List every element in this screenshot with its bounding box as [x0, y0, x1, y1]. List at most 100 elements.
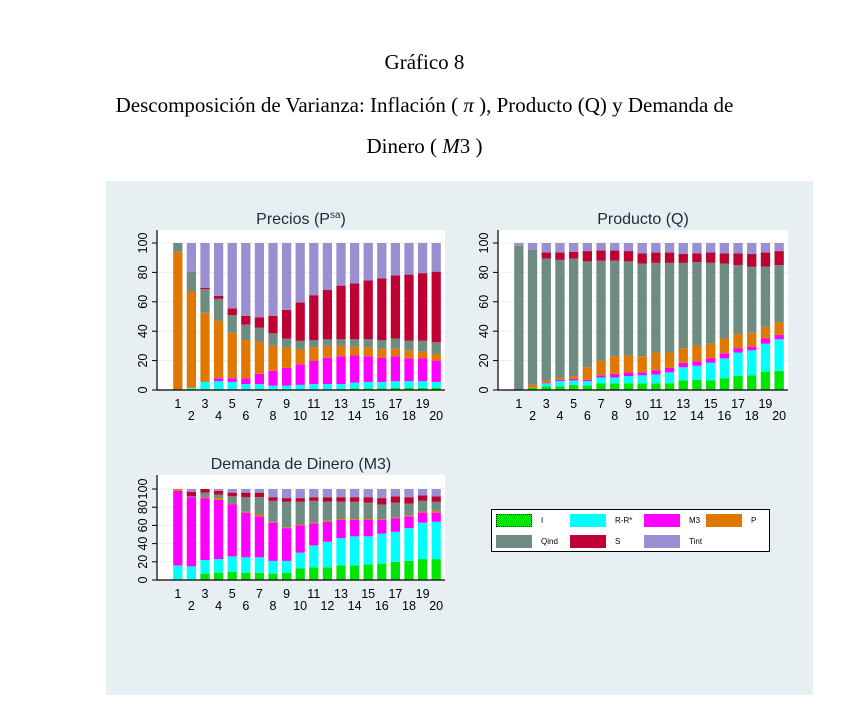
- bar-segment-s: [213, 490, 224, 495]
- bar-segment-tint: [596, 243, 606, 251]
- title-part: ), Producto (Q) y Demanda de: [479, 93, 734, 117]
- bar-segment-tint: [349, 243, 360, 284]
- x-tick-label: 17: [731, 397, 745, 411]
- legend-swatch: [706, 513, 742, 527]
- bar-segment-m3: [227, 378, 237, 382]
- bar-segment-rr: [377, 381, 387, 389]
- bar-segment-rr: [747, 350, 757, 376]
- bar-segment-m3: [431, 512, 441, 522]
- legend: I R-R* M3 P Qind S Tint: [491, 509, 770, 552]
- bar-segment-qind: [541, 258, 551, 381]
- y-tick-label: 80: [136, 265, 150, 279]
- bar-segment-tint: [692, 243, 702, 254]
- bar-segment-m3: [309, 523, 319, 546]
- bar-segment-s: [664, 252, 675, 263]
- bar-segment-rr: [254, 384, 265, 390]
- bar-segment-s: [692, 253, 702, 263]
- pi-symbol: π: [463, 93, 474, 117]
- bar-segment-s: [390, 496, 401, 503]
- bar-segment-s: [651, 252, 661, 263]
- bar-segment-i: [692, 379, 702, 390]
- bar-segment-s: [431, 496, 441, 502]
- bar-segment-tint: [719, 243, 730, 254]
- bar-segment-p: [417, 511, 428, 513]
- bar-segment-qind: [431, 342, 441, 354]
- x-tick-label: 9: [625, 397, 632, 411]
- x-tick-label: 6: [242, 409, 249, 423]
- bar-segment-tint: [363, 489, 373, 498]
- legend-item-i: I: [496, 513, 543, 527]
- bar-segment-p: [596, 360, 606, 376]
- bar-segment-rr: [692, 365, 702, 380]
- chart-title: Precios (Psa): [256, 210, 346, 228]
- x-tick-label: 14: [690, 409, 704, 423]
- legend-label: S: [615, 536, 621, 546]
- bar-segment-rr: [363, 536, 373, 565]
- bar-segment-p: [582, 367, 593, 380]
- bar-segment-p: [200, 312, 210, 382]
- bar-segment-p: [705, 343, 716, 359]
- bar-segment-p: [733, 334, 743, 349]
- bar-segment-p: [692, 345, 702, 362]
- x-tick-label: 15: [361, 587, 375, 601]
- bar-segment-p: [377, 348, 387, 358]
- bar-segment-s: [268, 497, 278, 501]
- bar-segment-i: [377, 388, 387, 390]
- bar-segment-i: [431, 387, 441, 390]
- bar-segment-m3: [623, 372, 634, 377]
- bar-segment-s: [295, 498, 305, 502]
- x-tick-label: 12: [320, 409, 334, 423]
- bar-segment-rr: [227, 556, 237, 572]
- bar-segment-i: [254, 572, 265, 580]
- bar-segment-m3: [582, 379, 593, 382]
- bar-segment-p: [173, 489, 183, 491]
- bar-segment-p: [336, 519, 346, 520]
- bar-segment-i: [582, 385, 593, 390]
- bar-segment-tint: [568, 243, 579, 252]
- legend-label: Qind: [541, 536, 558, 546]
- bar-segment-s: [309, 497, 319, 501]
- bar-segment-s: [705, 252, 716, 263]
- bar-segment-m3: [390, 518, 401, 532]
- bar-segment-p: [568, 376, 579, 379]
- legend-item-s: S: [570, 534, 620, 548]
- bar-segment-qind: [651, 262, 661, 353]
- bar-segment-m3: [377, 357, 387, 382]
- bar-segment-qind: [227, 496, 237, 504]
- bar-segment-p: [637, 356, 647, 373]
- x-tick-label: 2: [529, 409, 536, 423]
- bar-segment-qind: [377, 504, 387, 520]
- bar-segment-p: [349, 519, 360, 520]
- legend-swatch: [644, 534, 680, 548]
- bar-segment-i: [417, 559, 428, 580]
- bar-segment-s: [213, 295, 224, 299]
- bar-segment-s: [227, 492, 237, 497]
- x-tick-label: 5: [570, 397, 577, 411]
- bar-segment-s: [322, 290, 333, 340]
- bar-segment-rr: [417, 522, 428, 560]
- x-tick-label: 11: [307, 397, 320, 411]
- bar-segment-qind: [664, 262, 675, 353]
- bar-segment-tint: [760, 243, 771, 253]
- bar-segment-m3: [254, 516, 265, 558]
- x-tick-label: 10: [293, 409, 307, 423]
- bar-segment-qind: [227, 315, 237, 333]
- bar-segment-rr: [431, 381, 441, 388]
- bar-segment-m3: [336, 356, 346, 385]
- bar-segment-rr: [568, 380, 579, 385]
- legend-label: R-R*: [615, 515, 633, 525]
- bar-segment-m3: [186, 497, 197, 567]
- legend-item-tint: Tint: [644, 534, 702, 548]
- bar-segment-qind: [514, 245, 524, 390]
- bar-segment-qind: [678, 262, 688, 349]
- bar-segment-m3: [733, 348, 743, 353]
- bar-segment-s: [582, 251, 593, 262]
- x-tick-label: 2: [188, 599, 195, 613]
- bar-segment-tint: [295, 489, 305, 499]
- bar-segment-s: [336, 497, 346, 502]
- bar-segment-s: [281, 309, 292, 339]
- bar-segment-qind: [637, 263, 647, 357]
- x-tick-label: 12: [663, 409, 677, 423]
- bar-segment-qind: [363, 339, 373, 348]
- x-tick-label: 20: [429, 599, 443, 613]
